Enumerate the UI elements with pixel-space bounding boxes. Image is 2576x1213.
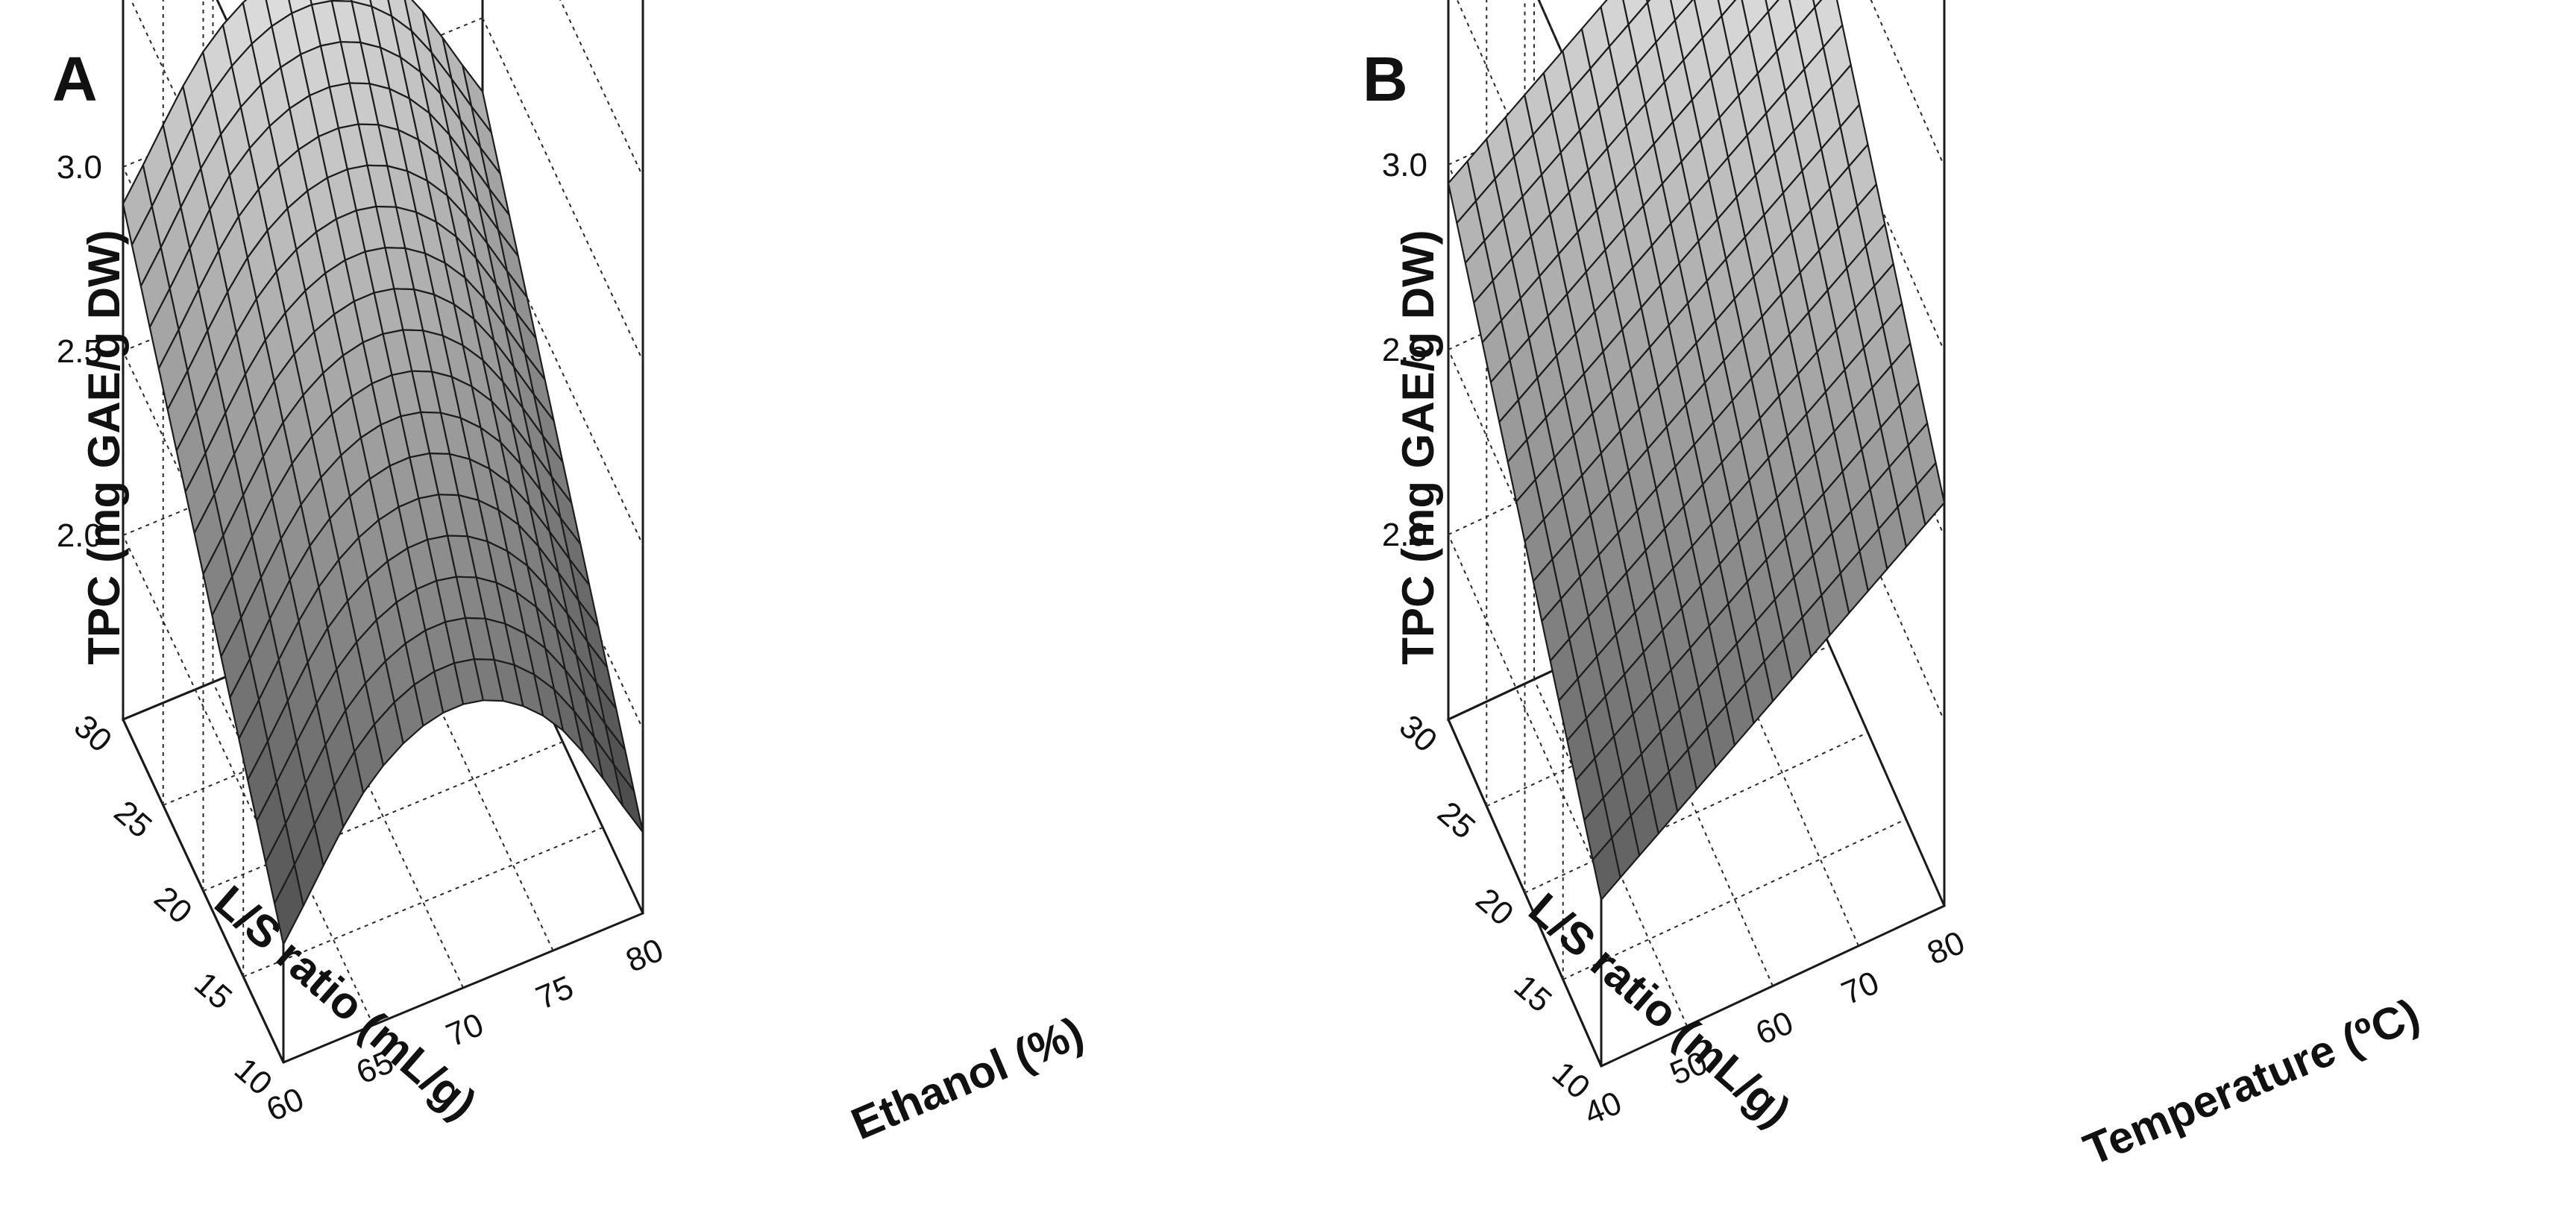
p0-z-tick-label: 3.0 [57, 149, 102, 186]
p1-y-tick-label: 20 [1468, 881, 1520, 933]
p1-y-tick-label: 25 [1430, 795, 1482, 846]
p1-left-grid-z [1448, 534, 1602, 882]
p1-z-tick-label: 2.5 [1382, 332, 1427, 368]
p1-y-tick-label: 15 [1507, 968, 1559, 1019]
y-axis-title-b: L/S ratio (mL/g) [1519, 883, 1800, 1136]
p0-right-grid-z [482, 17, 644, 362]
p1-floor-grid-x [1705, 599, 1859, 947]
z-axis-title-a: TPC (mg GAE/g DW) [79, 230, 129, 664]
p0-y-tick-label: 15 [187, 965, 239, 1017]
p1-z-tick-label: 3.0 [1382, 147, 1427, 183]
p0-left-grid-z [122, 535, 284, 879]
p0-y-tick-label: 30 [67, 708, 119, 760]
p0-x-tick-label: 75 [531, 969, 579, 1017]
p1-x-tick-label: 60 [1750, 1004, 1798, 1052]
p1-x-tick-label: 80 [1922, 924, 1970, 972]
x-axis-title-a: Ethanol (%) [844, 1007, 1090, 1150]
p0-floor-grid-x [392, 607, 554, 951]
p1-y-tick-label: 30 [1392, 708, 1444, 760]
p0-z-tick-label: 2.5 [57, 333, 102, 370]
p1-x-tick-label: 40 [1579, 1085, 1627, 1132]
p1-x-tick-label: 70 [1836, 964, 1884, 1012]
p0-z-tick-label: 3.5 [57, 0, 102, 1]
p0-x-tick-label: 60 [261, 1081, 309, 1129]
p1-surface-cell [1592, 837, 1621, 901]
p1-floor-grid-y [1562, 818, 1907, 980]
p0-surface-cell [274, 863, 304, 946]
p1-z-tick-label: 2.0 [1382, 517, 1427, 553]
panel-letter-b: B [1363, 44, 1408, 114]
p1-floor-grid-y [1524, 731, 1868, 894]
p0-right-grid-z [559, 0, 644, 177]
z-axis-title-b: TPC (mg GAE/g DW) [1393, 230, 1443, 664]
p0-z-tick-label: 2.0 [57, 517, 102, 554]
p0-x-tick-label: 80 [621, 932, 668, 980]
p0-right-grid-z [482, 201, 644, 546]
p0-x-tick-label: 70 [441, 1006, 489, 1054]
panel-letter-a: A [52, 44, 98, 114]
x-axis-title-b: Temperature (ºC) [2077, 989, 2427, 1175]
p0-y-tick-label: 20 [147, 880, 198, 931]
p0-y-tick-label: 25 [107, 794, 159, 845]
p0-floor-grid-x [302, 644, 464, 989]
